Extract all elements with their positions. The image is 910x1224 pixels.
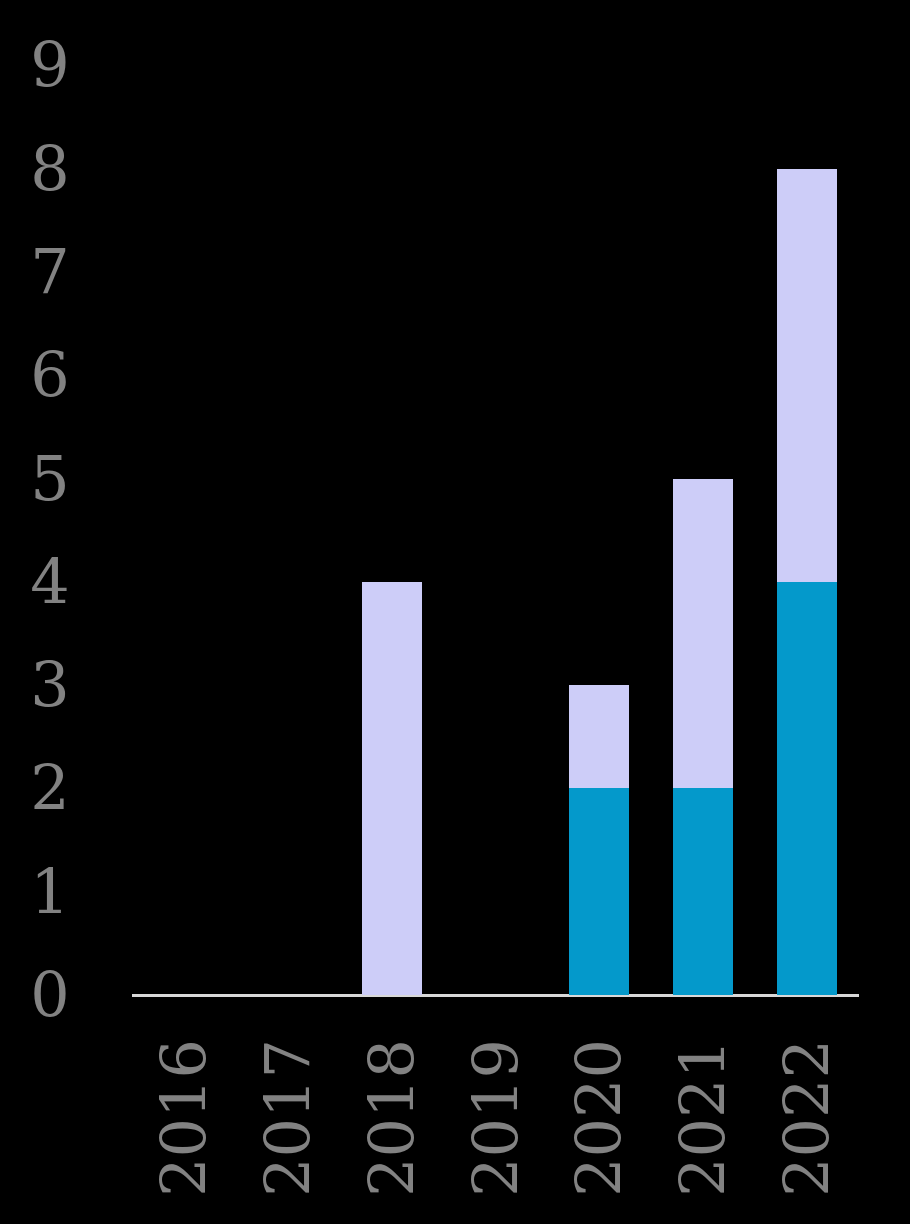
- x-axis-tick-label: 2016: [146, 1039, 220, 1197]
- x-axis-line: [132, 994, 859, 997]
- bar-2022-lavender-segment: [777, 168, 838, 582]
- bar-2018-lavender-segment: [361, 581, 422, 995]
- bar-2021-lavender-segment: [673, 478, 734, 789]
- y-axis-tick-label: 6: [30, 338, 70, 412]
- x-axis-tick-label: 2017: [250, 1039, 324, 1197]
- bar-2022-teal-segment: [777, 581, 838, 995]
- x-axis-tick-label: 2021: [666, 1039, 740, 1197]
- y-axis-tick-label: 2: [30, 751, 70, 825]
- bar-2020-teal-segment: [569, 788, 630, 995]
- x-axis-tick-label: 2020: [562, 1039, 636, 1197]
- y-axis-tick-label: 7: [30, 234, 70, 308]
- bar-2020-lavender-segment: [569, 685, 630, 789]
- y-axis-tick-label: 1: [30, 854, 70, 928]
- y-axis-tick-label: 4: [30, 544, 70, 618]
- y-axis-tick-label: 3: [30, 648, 70, 722]
- y-axis-tick-label: 0: [30, 958, 70, 1031]
- y-axis-tick-label: 9: [30, 28, 70, 102]
- x-axis-tick-label: 2018: [354, 1039, 428, 1197]
- y-axis-tick-label: 8: [30, 131, 70, 205]
- x-axis-tick-label: 2022: [770, 1039, 844, 1197]
- bar-2021-teal-segment: [673, 788, 734, 995]
- y-axis-tick-label: 5: [30, 441, 70, 515]
- x-axis-tick-2022: 2022: [727, 1038, 887, 1198]
- x-axis-tick-label: 2019: [458, 1039, 532, 1197]
